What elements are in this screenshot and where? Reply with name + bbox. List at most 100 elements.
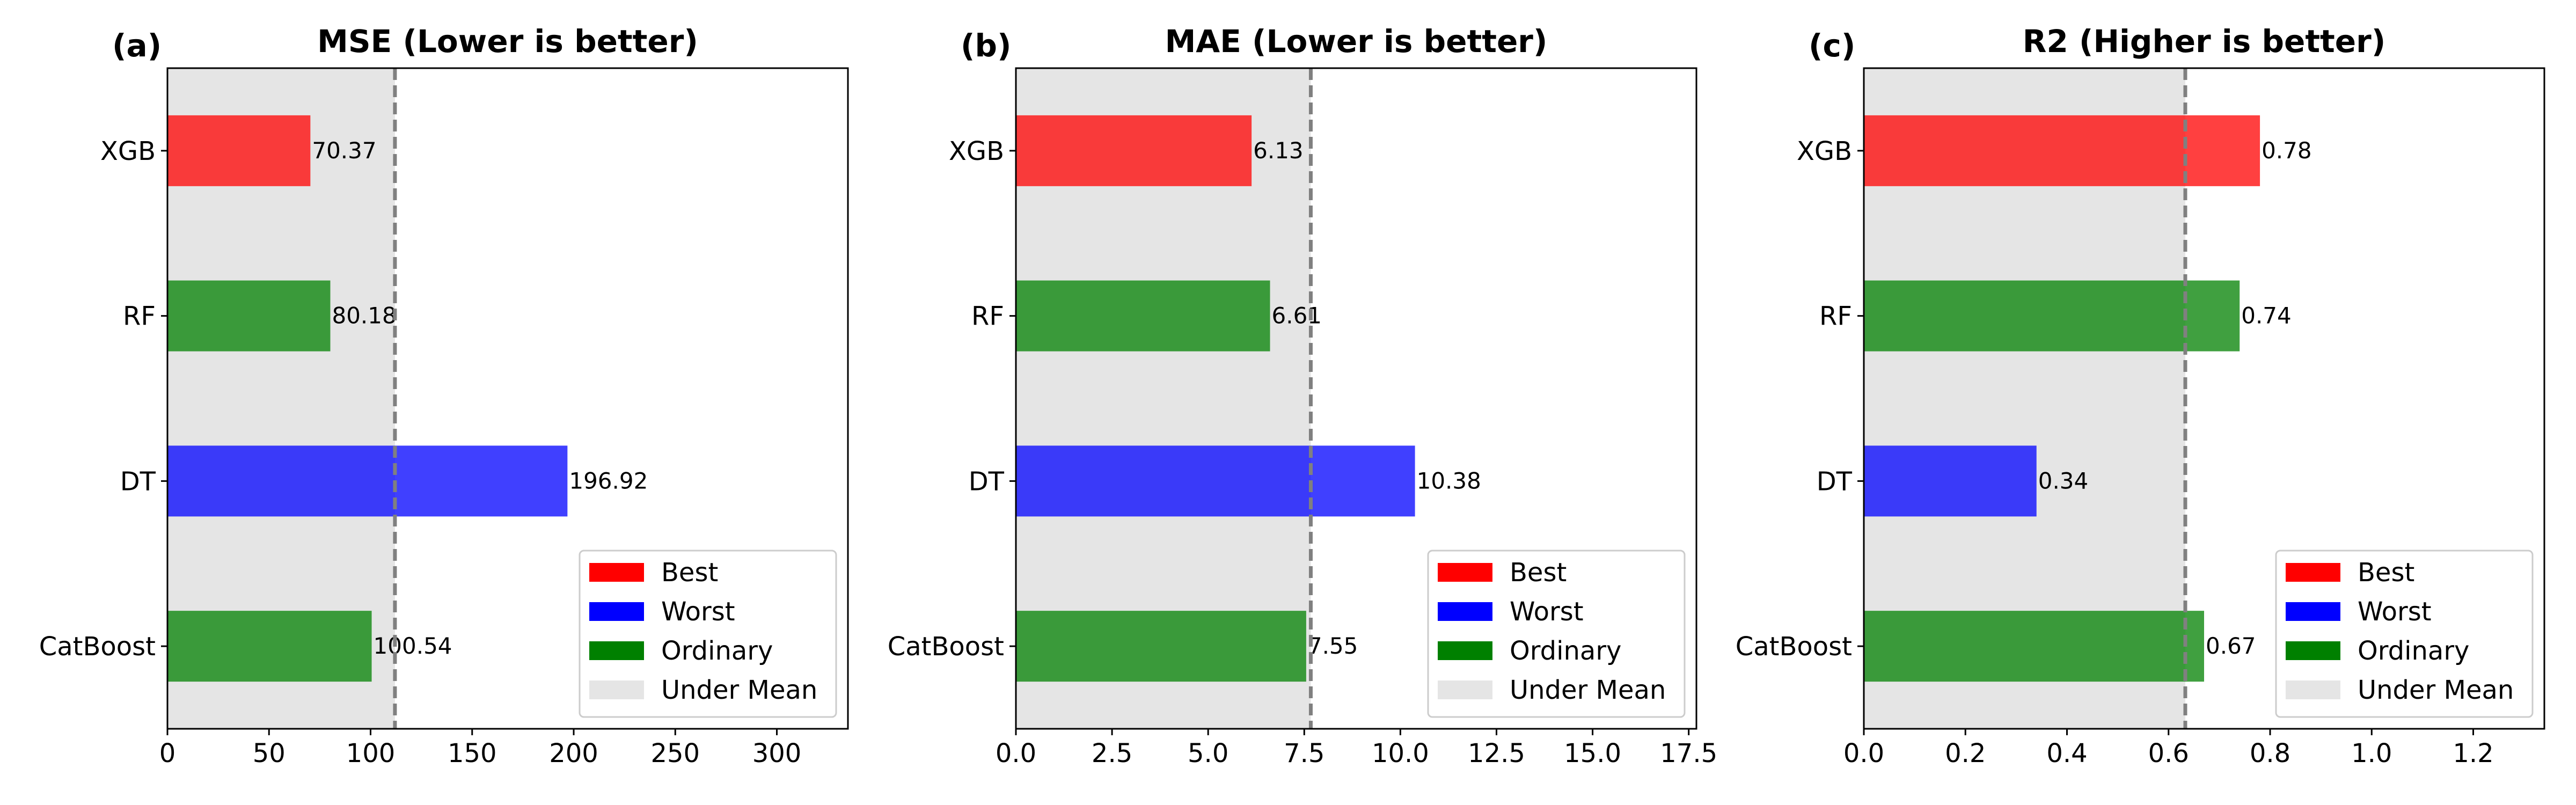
bar-xgb — [167, 115, 311, 186]
y-tick-label: DT — [969, 466, 1005, 496]
bar-catboost — [1016, 611, 1306, 682]
x-tick-label: 250 — [650, 738, 700, 769]
bar-value-label: 7.55 — [1308, 633, 1358, 659]
y-tick-label: XGB — [1797, 136, 1852, 166]
bar-value-label: 100.54 — [374, 633, 452, 659]
bar-value-label: 6.61 — [1272, 303, 1322, 329]
bar-dt — [167, 445, 568, 517]
y-tick-label: XGB — [100, 136, 156, 166]
axes-frame — [166, 67, 849, 730]
x-tick-label: 7.5 — [1284, 738, 1324, 769]
legend-swatch-under-mean — [1438, 680, 1492, 699]
legend-label: Under Mean — [661, 675, 817, 705]
legend-label: Worst — [1510, 597, 1584, 627]
chart-panel-3: 0.78 0.74 0.34 0.67 XGB RF DT CatBoost 0.0 0.2 0.4… — [1736, 23, 2545, 769]
x-tick-label: 100 — [346, 738, 396, 769]
legend-swatch-ordinary — [1438, 641, 1492, 660]
chart-panel-2: 6.13 6.61 10.38 7.55 XGB RF DT CatBoost 0.0 2.5 5.… — [888, 23, 1717, 769]
x-tick-label: 1.2 — [2453, 738, 2493, 769]
x-tick-label: 12.5 — [1468, 738, 1525, 769]
x-tick-label: 10.0 — [1372, 738, 1429, 769]
y-tick-label: DT — [120, 466, 156, 496]
x-tick-label: 17.5 — [1660, 738, 1717, 769]
legend-swatch-best — [1438, 563, 1492, 582]
legend: Best Worst Ordinary Under Mean — [1427, 550, 1686, 718]
axes-frame — [1863, 67, 2545, 730]
bar-value-label: 70.37 — [312, 137, 376, 164]
y-tick-label: DT — [1817, 466, 1853, 496]
panel-label: (b) — [961, 27, 1012, 64]
legend-swatch-worst — [2286, 602, 2340, 621]
x-tick-label: 300 — [752, 738, 802, 769]
legend-swatch-best — [589, 563, 644, 582]
legend-swatch-worst — [589, 602, 644, 621]
panel-title: R2 (Higher is better) — [2023, 23, 2385, 60]
panel-title: MAE (Lower is better) — [1165, 23, 1548, 60]
bar-rf — [1864, 280, 2240, 352]
bar-value-label: 0.78 — [2262, 137, 2312, 164]
x-tick-label: 0.8 — [2250, 738, 2290, 769]
bar-value-label: 0.34 — [2038, 467, 2089, 494]
bar-xgb — [1864, 115, 2260, 186]
axes-frame — [1015, 67, 1697, 730]
legend: Best Worst Ordinary Under Mean — [2275, 550, 2534, 718]
y-tick-label: RF — [971, 302, 1004, 332]
x-tick-label: 0.4 — [2046, 738, 2087, 769]
bar-catboost — [167, 611, 372, 682]
y-tick-label: CatBoost — [888, 632, 1004, 662]
panel-label: (a) — [112, 27, 162, 64]
bar-xgb — [1016, 115, 1252, 186]
legend-swatch-best — [2286, 563, 2340, 582]
bar-value-label: 6.13 — [1253, 137, 1304, 164]
x-tick-label: 0 — [159, 738, 176, 769]
legend-swatch-ordinary — [589, 641, 644, 660]
bar-rf — [1016, 280, 1270, 352]
bar-value-label: 10.38 — [1417, 467, 1481, 494]
x-tick-label: 2.5 — [1092, 738, 1132, 769]
x-tick-label: 200 — [549, 738, 598, 769]
bar-value-label: 196.92 — [569, 467, 648, 494]
legend-label: Worst — [661, 597, 735, 627]
legend-swatch-ordinary — [2286, 641, 2340, 660]
y-tick-label: RF — [1819, 302, 1852, 332]
bar-rf — [167, 280, 331, 352]
chart-panel-1: 70.37 80.18 196.92 100.54 XGB RF DT CatBoost 0 50… — [39, 23, 849, 769]
legend-label: Best — [661, 558, 718, 588]
x-tick-label: 0.0 — [1843, 738, 1884, 769]
legend-label: Best — [1510, 558, 1567, 588]
bar-value-label: 0.67 — [2206, 633, 2256, 659]
bar-catboost — [1864, 611, 2204, 682]
legend-label: Best — [2358, 558, 2414, 588]
legend-label: Ordinary — [1510, 636, 1621, 666]
legend-box — [2275, 550, 2534, 718]
legend-label: Ordinary — [2358, 636, 2469, 666]
bar-value-label: 0.74 — [2241, 303, 2292, 329]
bar-dt — [1864, 445, 2037, 517]
legend-label: Worst — [2358, 597, 2432, 627]
legend: Best Worst Ordinary Under Mean — [579, 550, 837, 718]
x-tick-label: 50 — [253, 738, 286, 769]
legend-box — [579, 550, 837, 718]
y-tick-label: CatBoost — [39, 632, 156, 662]
legend-swatch-under-mean — [2286, 680, 2340, 699]
x-tick-label: 15.0 — [1564, 738, 1621, 769]
legend-box — [1427, 550, 1686, 718]
legend-swatch-worst — [1438, 602, 1492, 621]
legend-label: Under Mean — [2358, 675, 2514, 705]
y-tick-label: RF — [123, 302, 156, 332]
legend-label: Under Mean — [1510, 675, 1666, 705]
x-tick-label: 150 — [448, 738, 497, 769]
x-tick-label: 5.0 — [1188, 738, 1228, 769]
bar-dt — [1016, 445, 1415, 517]
x-tick-label: 0.0 — [996, 738, 1036, 769]
x-tick-label: 1.0 — [2351, 738, 2392, 769]
panel-label: (c) — [1809, 27, 1855, 64]
legend-label: Ordinary — [661, 636, 773, 666]
x-tick-label: 0.2 — [1945, 738, 1986, 769]
y-tick-label: CatBoost — [1736, 632, 1852, 662]
bar-value-label: 80.18 — [332, 303, 396, 329]
panel-title: MSE (Lower is better) — [317, 23, 698, 60]
x-tick-label: 0.6 — [2148, 738, 2189, 769]
y-tick-label: XGB — [949, 136, 1004, 166]
